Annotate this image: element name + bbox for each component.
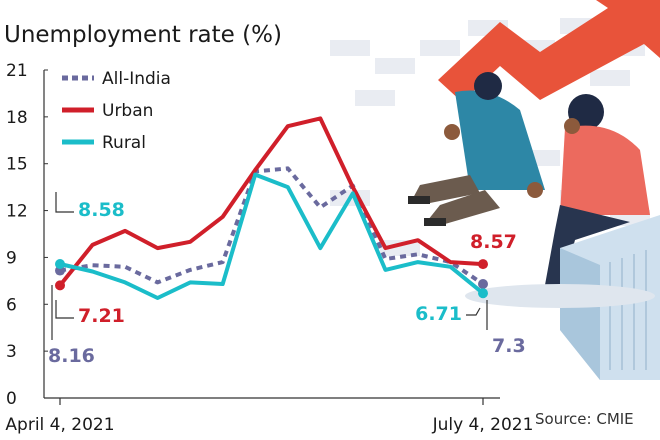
legend-label-all-india: All-India: [102, 69, 171, 89]
y-tick-label: 0: [6, 389, 17, 409]
chart-title: Unemployment rate (%): [4, 22, 282, 48]
y-tick-label: 21: [6, 61, 28, 81]
series-line-rural: [58, 172, 485, 300]
y-tick-label: 18: [6, 108, 28, 128]
illustration: [330, 0, 660, 380]
y-axis-ticks: 0 3 6 9 12 15 18 21: [6, 61, 48, 409]
leader-line: [466, 307, 481, 316]
data-label-all-india: 8.16: [48, 345, 95, 367]
data-labels: 8.58 7.21 8.16 8.57 6.71 7.3: [48, 192, 526, 367]
y-tick-label: 3: [6, 342, 17, 362]
data-label-rural: 6.71: [415, 303, 462, 325]
sitting-man-figure: [408, 72, 545, 226]
series-point-rural: [478, 288, 488, 299]
data-label-urban: 7.21: [78, 305, 125, 327]
leader-line: [55, 192, 74, 213]
x-tick-label: April 4, 2021: [5, 415, 114, 435]
x-axis-ticks: April 4, 2021 July 4, 2021: [5, 398, 533, 435]
floor-shadow: [465, 284, 655, 308]
series-line-all-india: [59, 166, 485, 286]
legend-label-urban: Urban: [102, 101, 153, 121]
y-tick-label: 12: [6, 202, 28, 222]
series-layer: [55, 116, 488, 300]
data-label-urban: 8.57: [470, 231, 517, 253]
legend-label-rural: Rural: [102, 133, 146, 153]
source-note: Source: CMIE: [535, 410, 634, 428]
leader-line: [55, 300, 74, 319]
series-line-urban: [58, 116, 485, 288]
series-point-urban: [55, 280, 65, 291]
legend: All-India Urban Rural: [62, 69, 171, 153]
y-tick-label: 15: [6, 155, 28, 175]
series-point-all-india: [478, 278, 488, 289]
x-tick-label: July 4, 2021: [432, 415, 534, 435]
thinking-man-figure: [520, 94, 650, 295]
trend-arrow-graphic: [438, 0, 660, 102]
series-point-rural: [55, 258, 65, 269]
y-tick-label: 9: [6, 248, 17, 268]
data-label-all-india: 7.3: [492, 335, 526, 357]
data-label-rural: 8.58: [78, 199, 125, 221]
series-point-urban: [478, 259, 488, 270]
y-tick-label: 6: [6, 295, 17, 315]
